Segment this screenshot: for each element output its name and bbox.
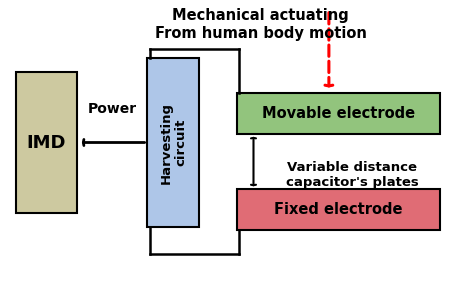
FancyBboxPatch shape [237, 189, 439, 230]
Text: Harvesting
circuit: Harvesting circuit [159, 101, 187, 184]
Text: IMD: IMD [27, 133, 66, 152]
FancyBboxPatch shape [237, 93, 439, 134]
FancyBboxPatch shape [147, 58, 199, 227]
FancyBboxPatch shape [16, 72, 77, 213]
Text: Power: Power [88, 102, 137, 116]
Text: Movable electrode: Movable electrode [262, 106, 415, 121]
Text: Variable distance
capacitor's plates: Variable distance capacitor's plates [286, 161, 419, 189]
Text: Mechanical actuating
From human body motion: Mechanical actuating From human body mot… [155, 9, 366, 41]
Text: Fixed electrode: Fixed electrode [274, 202, 402, 217]
